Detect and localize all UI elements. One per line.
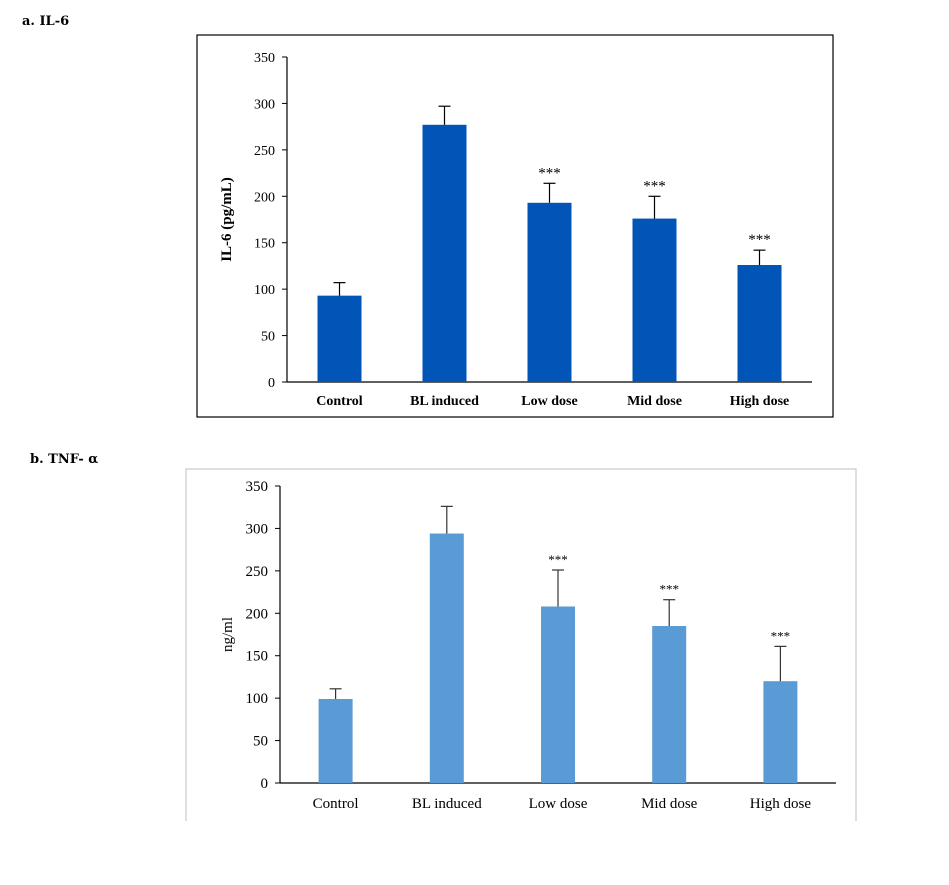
- x-category-label: Mid dose: [627, 394, 682, 409]
- y-tick-label: 350: [254, 51, 275, 66]
- y-tick-label: 300: [254, 97, 275, 112]
- il6-chart: 0 50 100 150 200 250 300 350 IL-6 (pg/mL) Control…: [196, 34, 834, 418]
- bar-low-dose: [527, 202, 572, 382]
- y-tick-label: 250: [254, 144, 275, 159]
- panel-a-label: a. IL-6: [22, 14, 70, 29]
- y-tick-label: 350: [246, 479, 269, 495]
- x-category-label: High dose: [730, 394, 790, 409]
- y-tick-label: 100: [246, 691, 269, 707]
- x-category-label: Control: [316, 394, 363, 409]
- bar-bl-induced: [422, 124, 467, 383]
- bar-control: [318, 698, 353, 783]
- bar-mid-dose: [632, 218, 677, 382]
- tnf-chart: 0 50 100 150 200 250 300 350 ng/ml Control BL indu…: [185, 468, 857, 821]
- x-category-label: High dose: [750, 796, 812, 812]
- significance-label: ***: [659, 582, 679, 597]
- significance-label: ***: [748, 232, 771, 248]
- y-tick-label: 50: [253, 734, 268, 750]
- x-category-label: Mid dose: [641, 796, 698, 812]
- significance-label: ***: [548, 552, 568, 567]
- y-axis-title: ng/ml: [220, 617, 236, 652]
- bar-mid-dose: [652, 626, 687, 783]
- bar-high-dose: [737, 265, 782, 382]
- y-axis-title: IL-6 (pg/mL): [219, 177, 235, 262]
- chart-frame: [185, 468, 857, 821]
- panel-b-label: b. TNF- α: [30, 452, 99, 467]
- y-tick-label: 150: [254, 237, 275, 252]
- y-tick-label: 0: [268, 376, 275, 391]
- x-category-label: Low dose: [529, 796, 588, 812]
- bar-bl-induced: [429, 533, 464, 783]
- x-category-label: BL induced: [412, 796, 482, 812]
- x-category-label: Low dose: [521, 394, 577, 409]
- y-tick-label: 0: [261, 776, 269, 792]
- significance-label: ***: [538, 165, 561, 181]
- y-tick-label: 200: [246, 606, 269, 622]
- x-category-label: Control: [313, 796, 359, 812]
- y-tick-label: 100: [254, 283, 275, 298]
- bar-low-dose: [541, 606, 575, 783]
- bar-control: [317, 295, 362, 382]
- y-tick-label: 150: [246, 649, 269, 665]
- y-tick-label: 200: [254, 190, 275, 205]
- significance-label: ***: [643, 178, 666, 194]
- y-tick-label: 50: [261, 330, 275, 345]
- y-tick-label: 300: [246, 521, 269, 537]
- bar-high-dose: [763, 681, 798, 783]
- chart-frame: [196, 34, 834, 418]
- significance-label: ***: [771, 628, 791, 643]
- x-category-label: BL induced: [410, 394, 479, 409]
- y-tick-label: 250: [246, 564, 269, 580]
